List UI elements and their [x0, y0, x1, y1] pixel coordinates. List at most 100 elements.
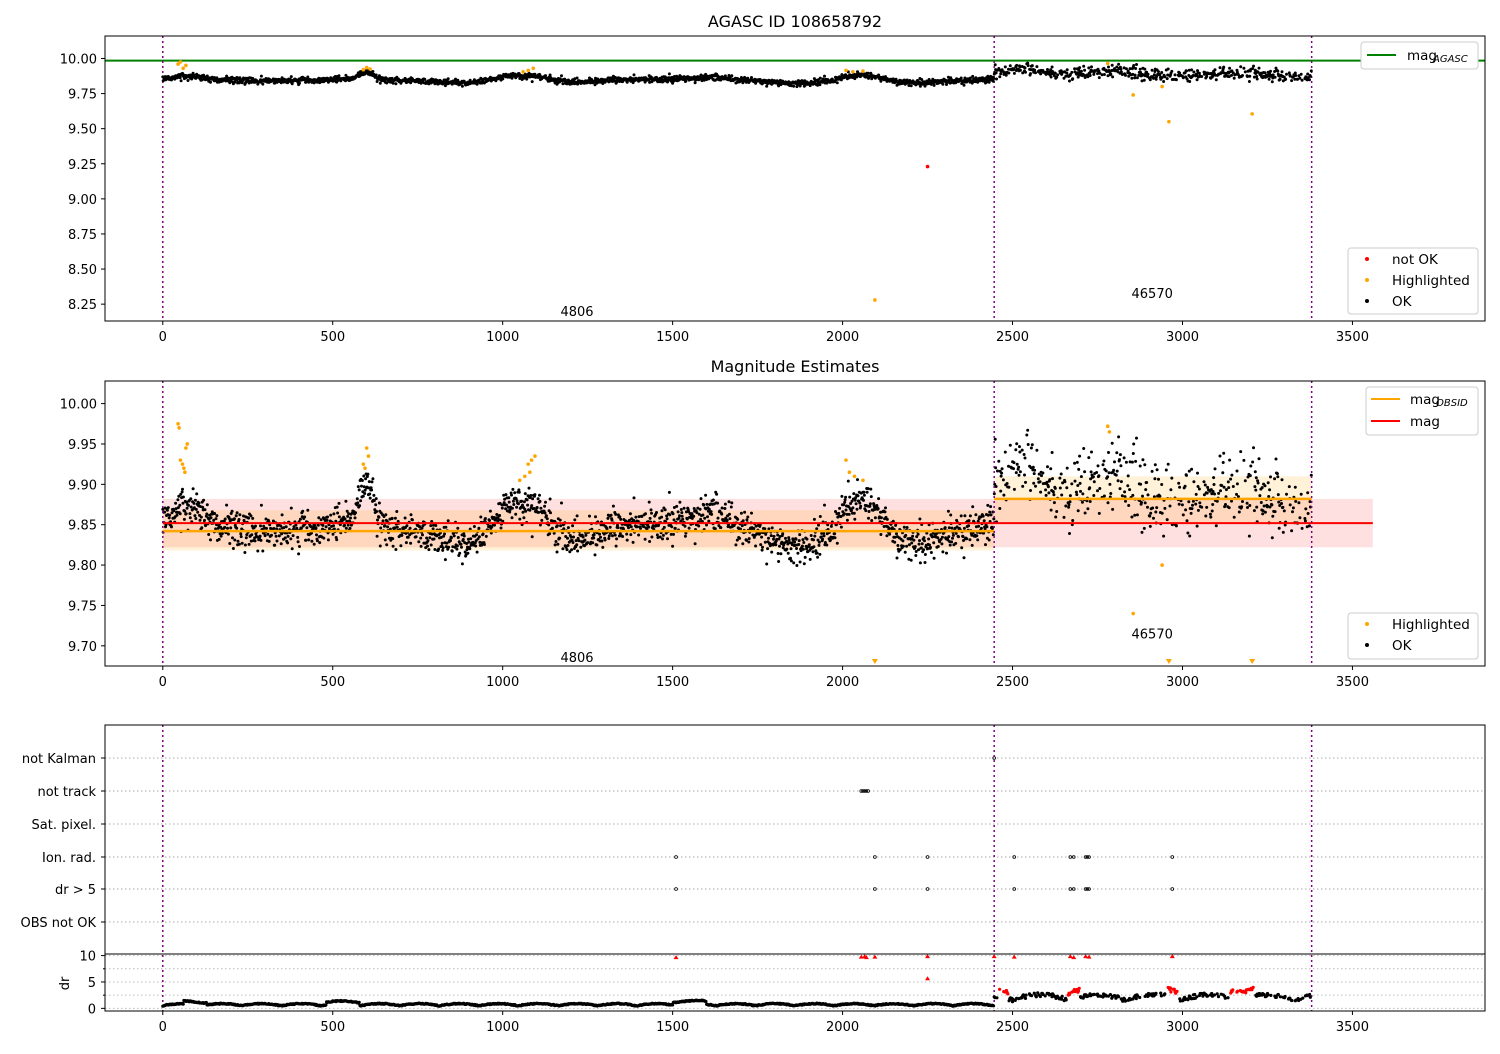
ok-point	[1289, 503, 1292, 506]
highlighted-point-17	[1167, 120, 1171, 124]
ok-point	[929, 546, 932, 549]
ok-point	[1290, 79, 1293, 82]
ok-point	[280, 542, 283, 545]
ok-point	[1124, 500, 1127, 503]
ok-point	[526, 498, 529, 501]
ok-point	[382, 519, 385, 522]
ok-point	[668, 513, 671, 516]
ok-point	[893, 541, 896, 544]
ok-point	[1047, 491, 1050, 494]
y-tick-label-2: 9.80	[68, 559, 97, 574]
y-tick-label-0: 8.25	[68, 298, 97, 313]
ok-point	[582, 536, 585, 539]
ok-point	[1300, 493, 1303, 496]
ok-point	[799, 561, 802, 564]
ok-point	[1301, 79, 1304, 82]
ok-point	[272, 527, 275, 530]
ok-point	[264, 534, 267, 537]
ok-point	[410, 513, 413, 516]
highlighted-point-18	[844, 458, 848, 462]
ok-point	[815, 527, 818, 530]
ok-point	[512, 500, 515, 503]
ok-point	[578, 539, 581, 542]
ok-point	[944, 526, 947, 529]
ok-point	[396, 526, 399, 529]
ok-point	[963, 514, 966, 517]
ok-point	[637, 534, 640, 537]
ok-point	[917, 533, 920, 536]
ok-point	[752, 527, 755, 530]
ok-point	[868, 505, 871, 508]
ok-point	[1166, 518, 1169, 521]
ok-point	[659, 536, 662, 539]
ok-point	[427, 548, 430, 551]
ok-point	[1209, 513, 1212, 516]
ok-point	[228, 81, 231, 84]
ok-point	[1165, 469, 1168, 472]
ok-point	[1283, 509, 1286, 512]
ok-point	[1205, 75, 1208, 78]
panel1-frame	[105, 36, 1485, 321]
ok-point	[997, 460, 1000, 463]
ok-point	[1136, 513, 1139, 516]
x-tick-label-1: 500	[320, 330, 345, 345]
highlighted-point-15	[1131, 93, 1135, 97]
ok-point	[1092, 475, 1095, 478]
ok-point	[963, 84, 966, 87]
ok-point	[537, 511, 540, 514]
ok-point	[447, 546, 450, 549]
ok-point	[595, 544, 598, 547]
highlighted-point-17	[528, 470, 532, 474]
ok-point	[1267, 495, 1270, 498]
ok-point	[1067, 506, 1070, 509]
ok-point	[1212, 476, 1215, 479]
ok-point	[232, 547, 235, 550]
ok-point	[845, 509, 848, 512]
ok-point	[1288, 485, 1291, 488]
ok-point	[1002, 478, 1005, 481]
ok-point	[1254, 470, 1257, 473]
ok-point	[423, 78, 426, 81]
ok-point	[1192, 71, 1195, 74]
ok-point	[906, 526, 909, 529]
ok-point	[444, 558, 447, 561]
ok-point	[510, 494, 513, 497]
legend-subscript-0: OBSID	[1436, 398, 1468, 409]
ok-point	[515, 506, 518, 509]
ok-point	[427, 539, 430, 542]
legend-label-1: OK	[1392, 638, 1413, 654]
ok-point	[877, 74, 880, 77]
ok-point	[1054, 487, 1057, 490]
ok-point	[1045, 494, 1048, 497]
ok-point	[1136, 76, 1139, 79]
ok-point	[1154, 511, 1157, 514]
ok-point	[415, 535, 418, 538]
ok-point	[400, 534, 403, 537]
highlighted-point-10	[365, 446, 369, 450]
ok-point	[1236, 482, 1239, 485]
legend-label-0: Highlighted	[1392, 617, 1470, 633]
ok-point	[770, 534, 773, 537]
ok-point	[1009, 64, 1012, 67]
ok-point	[231, 536, 234, 539]
ok-point	[1181, 503, 1184, 506]
ok-point	[741, 542, 744, 545]
ok-point	[650, 512, 653, 515]
ok-point	[336, 506, 339, 509]
ok-point	[967, 524, 970, 527]
ok-point	[458, 552, 461, 555]
ok-point	[224, 518, 227, 521]
ok-point	[1126, 484, 1129, 487]
ok-point	[1206, 492, 1209, 495]
ok-point	[1228, 67, 1231, 70]
ok-point	[461, 562, 464, 565]
ok-point	[317, 524, 320, 527]
ok-point	[869, 502, 872, 505]
ok-point	[1244, 70, 1247, 73]
ok-point	[215, 517, 218, 520]
x-tick-label-2: 1000	[486, 675, 519, 690]
ok-point	[773, 535, 776, 538]
ok-point	[338, 502, 341, 505]
highlighted-point-1	[177, 426, 181, 430]
ok-point	[629, 512, 632, 515]
